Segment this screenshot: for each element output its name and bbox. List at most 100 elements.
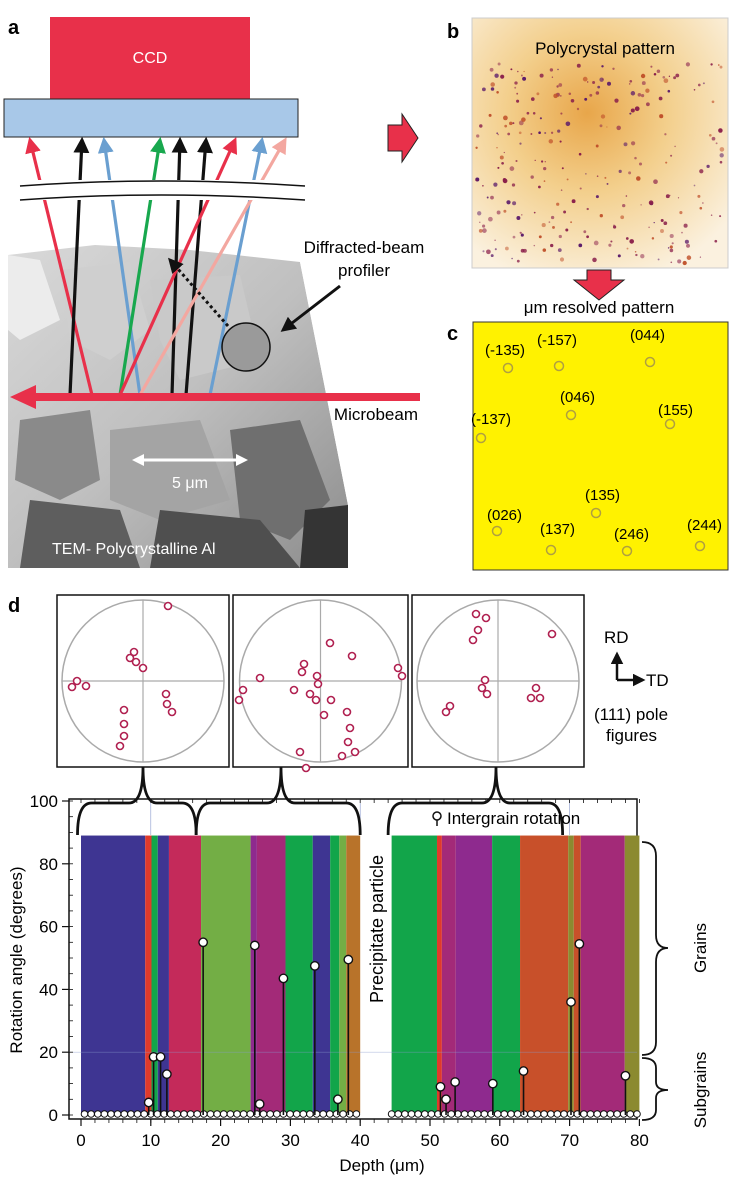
speckle [715,142,718,145]
rotation-point [143,1097,154,1108]
speckle [586,235,589,239]
speckle [657,258,660,261]
baseline-point [493,1110,502,1118]
x-tick-label: 80 [630,1131,649,1150]
speckle [565,121,571,127]
speckle [578,243,583,248]
grain-band [436,835,442,1113]
panel-c: c (-135) (-157) (044) (046) (155) (-137) (135)… [447,321,729,571]
speckle [658,96,663,101]
speckle [656,69,661,73]
speckle [538,235,542,239]
speckle [550,243,554,248]
baseline-point [292,1110,301,1118]
speckle [628,171,632,175]
tem-caption: TEM- Polycrystalline Al [52,541,216,558]
rotation-point [332,1094,343,1105]
pole-point [67,682,77,692]
pole-point [547,629,557,639]
speckle [719,160,723,164]
pole-point [167,707,177,717]
pole-point [81,681,91,691]
pole-point [345,723,355,733]
speckle [538,185,541,189]
speckle [514,86,517,89]
speckle [677,259,682,264]
speckle [693,184,696,187]
baseline-point [87,1110,95,1118]
baseline-point [467,1110,476,1118]
reflection-label: (026) [487,507,522,524]
baseline-point [239,1110,248,1118]
speckle [558,83,563,87]
diffraction-speckles [475,62,725,266]
speckle [719,65,723,69]
speckle [490,195,494,200]
speckle [670,154,673,157]
speckle [533,244,536,247]
baseline-point [80,1110,89,1118]
pole-caption-2: figures [606,726,657,745]
microbeam-label: Microbeam [334,405,418,424]
speckle [638,162,643,166]
pole-point [312,671,322,681]
speckle [620,215,625,220]
speckle [630,91,636,96]
speckle [576,107,580,111]
speckle [557,68,559,71]
speckle [516,99,520,103]
speckle [518,120,524,126]
reflection-spot [553,360,565,372]
speckle [595,144,599,148]
rotation-point [435,1081,446,1092]
speckle [640,93,645,98]
speckle [629,239,635,244]
pole-point [311,695,321,705]
pole-point [535,693,545,703]
reflection-spot [621,545,633,557]
baseline-point [299,1110,308,1118]
speckle [612,225,617,229]
baseline-point [120,1110,129,1118]
speckle [645,102,650,107]
baseline-point [500,1110,509,1118]
speckle [497,166,500,169]
baseline-point [474,1110,482,1118]
speckle [482,228,487,233]
baseline-point [560,1110,568,1118]
speckle [544,160,547,163]
speckle [479,221,481,223]
speckle [499,155,504,160]
reflection-spot [502,362,514,374]
speckle [599,214,603,218]
speckle [660,219,664,222]
pole-point [301,763,311,773]
pole-point [72,676,82,686]
pole-brace [194,766,362,836]
x-tick-label: 60 [490,1131,509,1150]
rotation-point [441,1094,451,1105]
speckle [490,82,495,87]
baseline-point [547,1110,555,1118]
speckle [570,221,573,224]
speckle [475,146,478,149]
speckle [673,76,677,80]
pole-point [162,699,172,709]
baseline-point [586,1110,595,1118]
speckle [475,179,478,182]
speckle [693,89,696,91]
speckle [710,63,713,66]
speckle [518,131,522,135]
pole-point [131,657,141,667]
baseline-markers [80,1110,641,1118]
rotation-point [309,960,320,971]
rotation-point [249,940,260,951]
pole-point [163,601,173,611]
speckle [635,253,638,257]
baseline-point [186,1110,195,1118]
speckle [606,182,609,185]
speckle [667,247,670,249]
rotation-chart: 0 10 20 30 40 50 60 70 80 0 20 40 60 80 100 Intergrai… [7,766,710,1175]
grains-label: Grains [691,923,710,973]
rotation-point [574,938,585,949]
